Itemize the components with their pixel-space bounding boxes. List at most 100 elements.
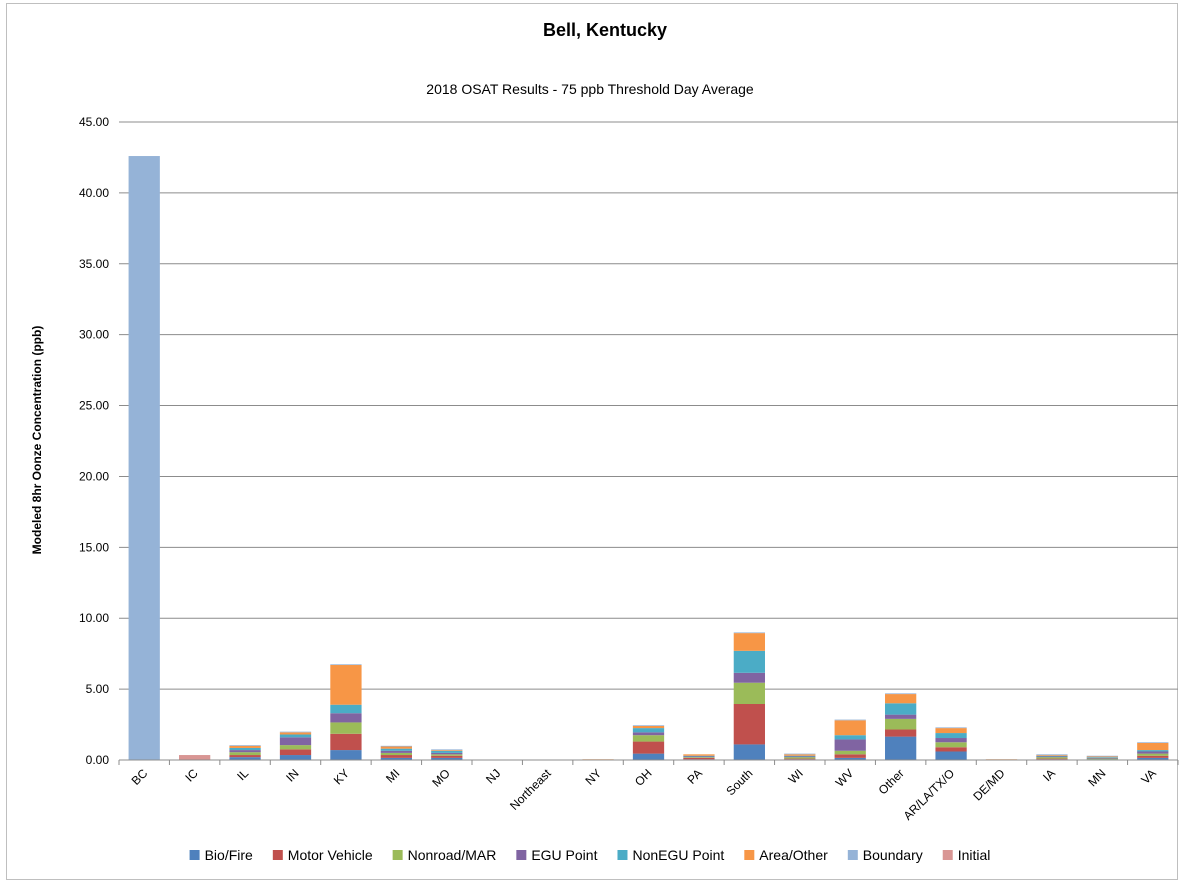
x-tick-label: VA xyxy=(1138,766,1159,787)
bar-segment xyxy=(380,745,412,747)
legend-swatch xyxy=(744,850,755,860)
x-tick-label: MO xyxy=(429,766,453,790)
bar-segment xyxy=(229,757,261,760)
x-tick-label: BC xyxy=(129,766,151,788)
bar-segment xyxy=(380,757,412,760)
bar-segment xyxy=(128,156,160,760)
x-tick-label: IA xyxy=(1040,766,1058,784)
y-tick-label: 45.00 xyxy=(79,115,109,129)
bar-segment xyxy=(431,749,463,751)
bar-segment xyxy=(1086,757,1118,759)
x-tick-label: NJ xyxy=(483,766,503,786)
bar-segment xyxy=(179,755,211,760)
x-tick-label: MN xyxy=(1085,766,1108,789)
legend-swatch xyxy=(942,850,953,860)
legend-swatch xyxy=(617,850,628,860)
bar-segment xyxy=(1086,756,1118,758)
bar-segment xyxy=(380,746,412,749)
bar-segment xyxy=(935,733,967,739)
bar-segment xyxy=(431,750,463,751)
bar-segment xyxy=(733,633,765,651)
bar-segment xyxy=(279,749,312,756)
bar-segment xyxy=(632,741,665,754)
bar-segment xyxy=(279,755,312,760)
x-tick-label: KY xyxy=(331,766,352,787)
bar-segment xyxy=(885,703,917,715)
bar-segment xyxy=(1086,757,1118,758)
legend-item: Motor Vehicle xyxy=(272,847,373,863)
bar-segment xyxy=(733,704,765,745)
x-tick-label: IL xyxy=(234,766,251,783)
bar-segment xyxy=(229,745,261,748)
bar-segment xyxy=(784,758,816,760)
legend-item: Area/Other xyxy=(744,847,828,863)
bar-segment xyxy=(632,725,665,729)
bar-segment xyxy=(330,722,362,734)
bar-segment xyxy=(834,757,866,760)
bar-segment xyxy=(1137,751,1169,754)
bar-segment xyxy=(1036,757,1068,759)
bar-segment xyxy=(279,732,312,735)
legend-label: Nonroad/MAR xyxy=(408,847,497,863)
bar-segment xyxy=(683,757,715,760)
bar-segment xyxy=(885,729,917,737)
x-tick-label: AR/LA/TX/O xyxy=(901,766,958,823)
legend-item: Bio/Fire xyxy=(189,847,253,863)
bar-segment xyxy=(1086,758,1118,760)
y-axis-ticks: 0.00 5.00 10.00 15.00 20.00 25.00 30.00 35.00 40… xyxy=(79,115,109,767)
bar-segment xyxy=(935,747,967,752)
bar-segment xyxy=(380,750,412,753)
bar-segment xyxy=(1137,753,1169,756)
bar-segment xyxy=(431,754,463,756)
gridlines xyxy=(119,121,1178,690)
bar-segment xyxy=(935,727,967,729)
bar-segment xyxy=(834,739,866,751)
bar-segment xyxy=(380,752,412,756)
y-tick-label: 5.00 xyxy=(86,682,110,696)
bar-segment xyxy=(380,748,412,751)
legend-swatch xyxy=(272,850,283,860)
bar-segment xyxy=(935,728,967,734)
x-tick-label: WI xyxy=(786,766,806,786)
bar-segment xyxy=(683,757,715,758)
bar-segment xyxy=(1137,742,1169,751)
x-tick-label: IC xyxy=(182,766,201,785)
legend-label: NonEGU Point xyxy=(632,847,724,863)
bar-segment xyxy=(834,720,866,736)
bar-segment xyxy=(784,753,816,755)
bar-segment xyxy=(834,719,866,721)
legend-label: Area/Other xyxy=(759,847,828,863)
x-axis-ticks: BC IC IL IN KY MI MO NJ Northeast NY OH PA South WI WV… xyxy=(129,766,1159,823)
legend-swatch xyxy=(189,850,200,860)
bar-segment xyxy=(229,745,261,746)
bar-segment xyxy=(380,755,412,758)
bar-segment xyxy=(885,714,917,719)
bar-segment xyxy=(733,672,765,683)
bar-segment xyxy=(885,694,917,704)
x-tick-label: Other xyxy=(876,766,907,797)
bar-segment xyxy=(229,755,261,758)
bar-segment xyxy=(1137,742,1169,743)
bar-segment xyxy=(1086,755,1118,757)
bar-segment xyxy=(632,725,665,726)
bar-segment xyxy=(330,750,362,760)
bar-segment xyxy=(784,756,816,758)
y-tick-label: 15.00 xyxy=(79,540,109,554)
bar-segment xyxy=(330,733,362,751)
y-tick-label: 30.00 xyxy=(79,328,109,342)
y-tick-label: 10.00 xyxy=(79,611,109,625)
bar-segment xyxy=(330,713,362,723)
bar-segment xyxy=(733,650,765,673)
x-tick-label: MI xyxy=(383,766,402,785)
bar-segment xyxy=(733,632,765,634)
bar-segment xyxy=(632,728,665,733)
bar-segment xyxy=(885,693,917,695)
bar-segment xyxy=(229,750,261,753)
y-tick-label: 25.00 xyxy=(79,399,109,413)
legend-label: Bio/Fire xyxy=(205,847,253,863)
bar-segment xyxy=(683,755,715,757)
bar-segment xyxy=(1137,757,1169,760)
legend-label: Initial xyxy=(958,847,991,863)
x-tick-label: PA xyxy=(684,766,705,787)
